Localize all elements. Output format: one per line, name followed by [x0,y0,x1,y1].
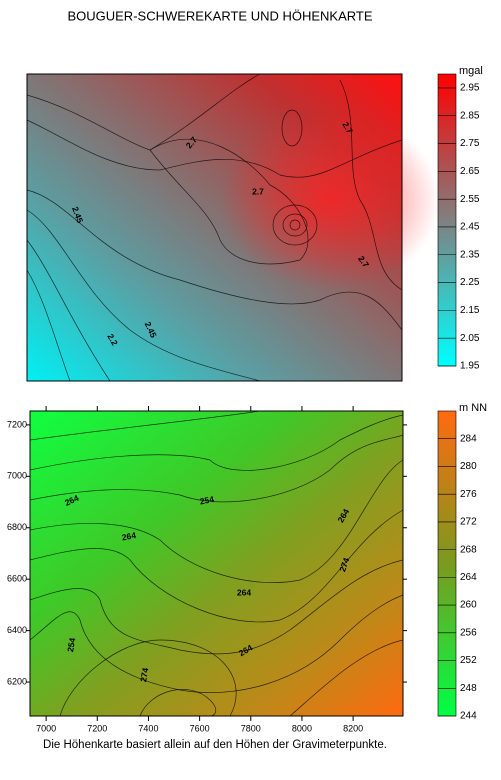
plot-frame [29,410,404,717]
gravity-contours [26,73,403,382]
x-tick-label: 7200 [87,723,107,733]
y-tick-label: 7200 [7,419,27,429]
colorbar-unit: m NN [459,402,487,414]
x-tick-label: 8200 [343,723,363,733]
y-tick-label: 6200 [7,676,27,686]
contour-label: 264 [237,587,251,597]
colorbar-tick-label: 2.85 [460,110,480,121]
figure-title: BOUGUER-SCHWEREKARTE UND HÖHENKARTE [67,8,372,23]
colorbar-tick-label: 2.25 [460,277,480,288]
y-tick-label: 6400 [7,625,27,635]
y-tick-label: 6600 [7,574,27,584]
contour-label: 254 [199,494,215,506]
contour-label: 274 [138,667,150,683]
x-tick-label: 8000 [292,723,312,733]
colorbar-tick-label: 260 [460,600,477,611]
contour-label: 264 [121,530,137,542]
height-field [30,411,403,716]
x-tick-label: 7400 [138,723,158,733]
colorbar-tick-label: 2.95 [460,83,480,94]
colorbar-tick-label: 244 [460,711,477,722]
colorbar-tick-label: 2.55 [460,194,480,205]
x-tick-label: 7800 [241,723,261,733]
colorbar-tick-label: 248 [460,683,477,694]
colorbar-tick-label: 1.95 [460,361,480,372]
contour-label: 254 [65,637,77,653]
colorbar-tick-label: 2.05 [460,333,480,344]
y-tick-label: 6800 [7,522,27,532]
colorbar [437,410,457,717]
plot-frame [26,73,403,382]
colorbar-tick-label: 268 [460,544,477,555]
colorbar-tick-label: 2.45 [460,222,480,233]
gravity-high [220,110,440,290]
colorbar-tick-label: 280 [460,461,477,472]
colorbar-tick-label: 2.35 [460,249,480,260]
colorbar-tick-label: 256 [460,627,477,638]
colorbar-unit: mgal [459,65,483,77]
colorbar-tick-label: 2.75 [460,138,480,149]
colorbar-tick-label: 276 [460,489,477,500]
contour-label: 2.7 [252,186,264,196]
x-tick-label: 7600 [190,723,210,733]
height-contours [29,410,404,717]
colorbar-tick-label: 2.15 [460,305,480,316]
colorbar-tick-label: 2.65 [460,166,480,177]
caption: Die Höhenkarte basiert allein auf den Hö… [43,739,387,751]
colorbar-tick-label: 252 [460,655,477,666]
y-tick-label: 7000 [7,471,27,481]
contour-label: 274 [337,556,351,573]
colorbar [437,73,457,367]
colorbar-tick-label: 284 [460,433,477,444]
colorbar-tick-label: 272 [460,517,477,528]
x-tick-label: 7000 [36,723,56,733]
colorbar-tick-label: 264 [460,572,477,583]
